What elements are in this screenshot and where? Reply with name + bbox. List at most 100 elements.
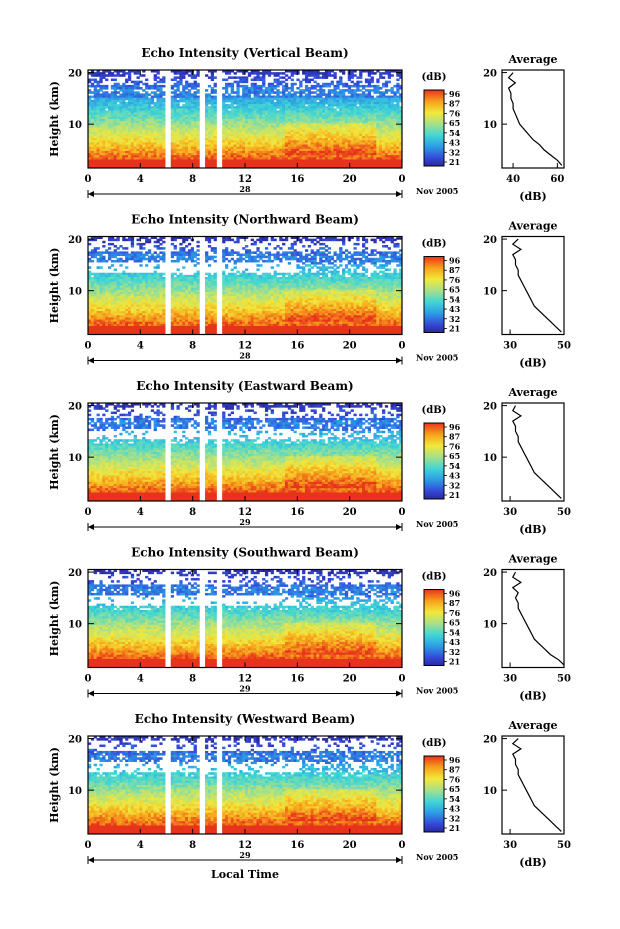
heatmap-cell [125,98,128,101]
x-tick-label: 0 [85,174,92,185]
heatmap-cell [97,247,100,250]
heatmap-cell [125,81,128,84]
heatmap-cell [105,79,108,82]
heatmap-cell [222,87,225,90]
heatmap-cell [91,96,94,99]
heatmap-cell [148,241,151,244]
heatmap-cell [279,91,282,94]
heatmap-cell [322,85,325,88]
heatmap-cell [154,260,157,263]
heatmap-cell [171,239,174,242]
heatmap-cell [228,254,231,257]
heatmap-cell [102,76,105,79]
heatmap-cell [356,243,359,246]
heatmap-cell [185,254,188,257]
heatmap-cell [211,79,214,82]
heatmap-cell [117,74,120,77]
heatmap-cell [162,247,165,250]
date-label: 28 [239,184,251,194]
heatmap-cell [228,260,231,263]
heatmap-cell [285,239,288,242]
heatmap-cell [91,79,94,82]
heatmap-cell [302,79,305,82]
heatmap-cell [322,260,325,263]
heatmap-cell [356,76,359,79]
heatmap-cell [248,74,251,77]
heatmap-cell [225,79,228,82]
heatmap-cell [385,85,388,88]
heatmap-cell [385,256,388,259]
heatmap-cell [117,247,120,250]
heatmap-cell [388,256,391,259]
heatmap-cell [279,76,282,79]
heatmap-cell [208,258,211,261]
heatmap-cell [359,254,362,257]
heatmap-cell [91,256,94,259]
heatmap-cell [196,241,199,244]
heatmap-cell [214,76,217,79]
heatmap-cell [205,260,208,263]
colorbar-label: 32 [449,147,460,157]
heatmap-cell [285,74,288,77]
heatmap-cell [291,258,294,261]
heatmap-cell [245,81,248,84]
heatmap-cell [108,239,111,242]
heatmap-cell [288,76,291,79]
heatmap-cell [102,251,105,254]
heatmap-cell [154,251,157,254]
heatmap-cell [131,258,134,261]
heatmap-cell [351,81,354,84]
heatmap-cell [393,245,396,248]
heatmap-cell [122,74,125,77]
heatmap-cell [353,243,356,246]
heatmap-cell [234,262,237,265]
heatmap-cell [225,72,228,75]
heatmap-cell [191,87,194,90]
heatmap-cell [371,81,374,84]
heatmap-cell [353,247,356,250]
heatmap-cell [379,76,382,79]
heatmap-cell [371,89,374,92]
heatmap-cell [182,241,185,244]
heatmap-cell [385,239,388,242]
heatmap-cell [208,76,211,79]
heatmap-cell [331,239,334,242]
heatmap-cell [265,256,268,259]
heatmap-cell [222,260,225,263]
heatmap-cell [174,247,177,250]
heatmap-cell [139,260,142,263]
heatmap-cell [174,254,177,257]
heatmap-cell [322,239,325,242]
heatmap-cell [314,239,317,242]
heatmap-cell [342,251,345,254]
heatmap-cell [385,245,388,248]
heatmap-cell [119,260,122,263]
heatmap-cell [291,79,294,82]
heatmap-cell [333,254,336,257]
heatmap-cell [142,243,145,246]
heatmap-cell [302,245,305,248]
heatmap-cell [288,262,291,265]
heatmap-cell [322,243,325,246]
heatmap-cell [114,245,117,248]
heatmap-cell [328,74,331,77]
heatmap-cell [328,247,331,250]
heatmap-cell [265,251,268,254]
heatmap-cell [139,81,142,84]
heatmap-cell [111,260,114,263]
heatmap-cell [179,258,182,261]
heatmap-cell [282,256,285,259]
heatmap-cell [214,91,217,94]
heatmap-cell [259,241,262,244]
heatmap-cell [148,87,151,90]
heatmap-cell [157,72,160,75]
heatmap-cell [254,72,257,75]
heatmap-cell [105,74,108,77]
heatmap-cell [196,262,199,265]
heatmap-cell [348,251,351,254]
heatmap-cell [105,251,108,254]
heatmap-cell [148,251,151,254]
heatmap-cell [196,74,199,77]
heatmap-cell [214,85,217,88]
heatmap-cell [308,74,311,77]
